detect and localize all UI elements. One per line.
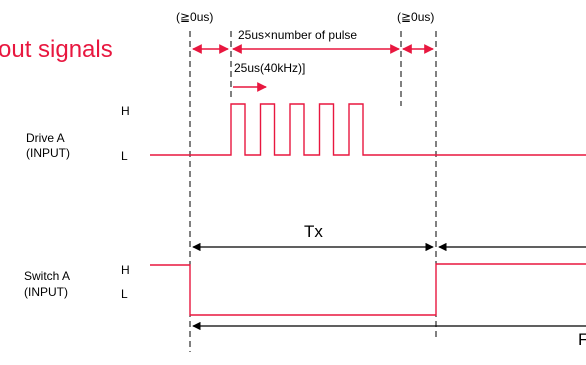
drive-a-waveform [150, 103, 586, 156]
page-title: out signals [0, 36, 113, 63]
drive-low-label: L [121, 149, 128, 163]
period-label-partial: F [578, 330, 586, 349]
drive-label-line2: (INPUT) [26, 146, 70, 160]
drive-label-line1: Drive A [26, 131, 65, 145]
switch-high-label: H [121, 263, 130, 277]
pulse-period-label: 25us(40kHz)] [234, 61, 305, 75]
min-delay-left-label: (≧0us) [176, 10, 213, 24]
switch-label-line2: (INPUT) [24, 285, 68, 299]
tx-label: Tx [304, 222, 323, 241]
drive-high-label: H [121, 104, 130, 118]
switch-low-label: L [121, 287, 128, 301]
min-delay-right-label: (≧0us) [397, 10, 434, 24]
switch-a-waveform [150, 263, 586, 316]
pulse-span-label: 25us×number of pulse [238, 28, 357, 42]
switch-label-line1: Switch A [24, 269, 70, 283]
